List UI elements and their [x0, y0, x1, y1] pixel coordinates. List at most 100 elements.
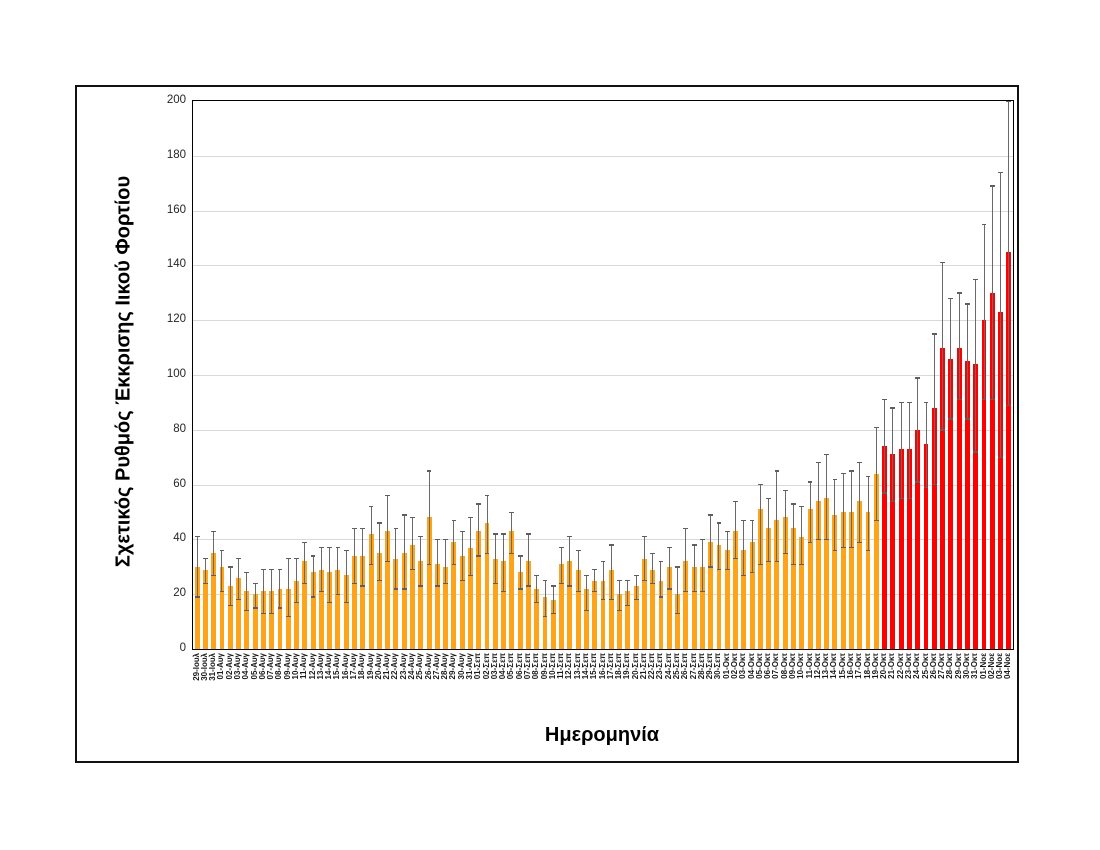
error-bar [652, 553, 654, 584]
error-bar-cap [252, 607, 258, 609]
bar-14-Οκτ [832, 514, 838, 649]
x-tick-label: 03-Οκτ [738, 653, 748, 679]
error-bar-cap [907, 401, 912, 404]
error-bar-cap [691, 590, 697, 593]
error-bar [751, 520, 753, 573]
error-bar-cap [633, 599, 639, 601]
bar-26-Σεπ [683, 561, 689, 649]
error-bar-cap [294, 601, 299, 604]
bar-03-Αυγ [236, 577, 241, 649]
error-bar-cap [434, 538, 440, 541]
gridline [193, 429, 1013, 431]
error-bar [619, 580, 621, 611]
error-bar [436, 539, 438, 586]
error-bar-cap [873, 519, 879, 522]
error-bar-cap [501, 533, 506, 535]
error-bar [561, 547, 563, 584]
error-bar [768, 498, 770, 562]
bar-13-Σεπ [575, 569, 581, 649]
gridline [193, 320, 1013, 322]
error-bar [917, 377, 919, 482]
error-bar-cap [815, 538, 821, 541]
gridline [193, 484, 1013, 486]
error-bar-cap [360, 527, 366, 530]
x-tick-label: 15-Σεπ [589, 653, 599, 680]
bar-07-Σεπ [526, 561, 531, 649]
error-bar-cap [443, 582, 449, 585]
bar-28-Αυγ [443, 566, 449, 649]
error-bar-cap [940, 429, 945, 431]
error-bar-cap [443, 538, 449, 541]
error-bar [519, 555, 521, 589]
bar-26-Αυγ [426, 517, 432, 649]
error-bar-cap [401, 588, 407, 590]
error-bar-cap [318, 590, 324, 593]
error-bar-cap [327, 601, 333, 604]
bar-07-Οκτ [774, 520, 780, 649]
bar-18-Αυγ [360, 555, 366, 649]
error-bar [312, 555, 314, 597]
bar-09-Οκτ [791, 528, 796, 649]
bar-01-Σεπ [476, 531, 482, 649]
error-bar [478, 503, 480, 556]
y-tick-label: 200 [166, 94, 186, 106]
bar-27-Σεπ [691, 566, 697, 649]
error-bar-cap [584, 574, 589, 576]
bar-01-Οκτ [724, 550, 730, 649]
error-bar-cap [343, 549, 349, 552]
bar-02-Οκτ [733, 531, 738, 649]
error-bar-cap [550, 585, 556, 587]
error-bar [503, 533, 505, 592]
error-bar-cap [642, 536, 647, 538]
error-bar [420, 536, 422, 586]
error-bar-cap [625, 580, 631, 582]
error-bar [271, 569, 273, 614]
error-bar-cap [526, 585, 531, 587]
error-bar [1000, 172, 1002, 458]
bar-20-Οκτ [882, 446, 888, 649]
bar-31-Οκτ [973, 364, 979, 649]
error-bar-cap [575, 549, 581, 552]
error-bar-cap [211, 574, 217, 576]
error-bar-cap [948, 418, 954, 420]
error-bar-cap [393, 588, 399, 590]
error-bar-cap [244, 610, 250, 612]
error-bar-cap [484, 495, 490, 497]
error-bar [693, 544, 695, 592]
bar-13-Αυγ [318, 569, 324, 649]
bar-10-Αυγ [294, 580, 299, 649]
error-bar-cap [261, 569, 266, 571]
error-bar-cap [890, 407, 896, 409]
bar-18-Οκτ [865, 512, 871, 649]
error-bar-cap [699, 590, 705, 593]
bar-22-Αυγ [393, 558, 399, 649]
error-bar-cap [401, 514, 407, 516]
bar-07-Αυγ [269, 591, 275, 649]
error-bar-cap [981, 223, 987, 226]
error-bar-cap [1006, 100, 1012, 102]
error-bar-cap [542, 580, 548, 582]
error-bar-cap [302, 541, 308, 543]
error-bar-cap [716, 522, 722, 524]
error-bar-cap [567, 585, 573, 587]
x-tick-label: 17-Οκτ [854, 653, 864, 679]
y-tick-label: 120 [166, 313, 186, 326]
bar-08-Αυγ [277, 588, 283, 649]
error-bar-cap [269, 612, 275, 615]
error-bar-cap [733, 558, 738, 560]
error-bar [254, 583, 256, 608]
error-bar [958, 292, 960, 400]
error-bar-cap [915, 481, 921, 483]
bar-25-Αυγ [418, 561, 424, 649]
error-bar [552, 585, 554, 614]
bar-03-Οκτ [741, 550, 747, 649]
error-bar-cap [998, 171, 1003, 174]
bar-15-Σεπ [592, 580, 598, 649]
error-bar [445, 539, 447, 584]
error-bar-cap [791, 503, 796, 505]
error-bar-cap [559, 582, 564, 585]
error-bar [643, 536, 645, 581]
error-bar [776, 470, 778, 562]
bar-17-Αυγ [352, 555, 357, 649]
error-bar-cap [741, 519, 747, 522]
